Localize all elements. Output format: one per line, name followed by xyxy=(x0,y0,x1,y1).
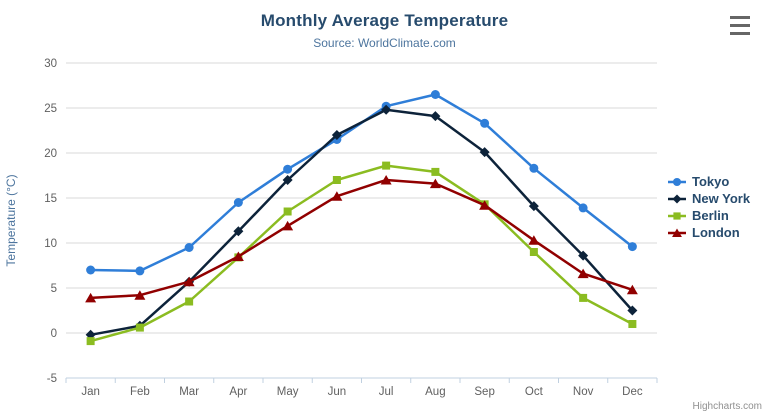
circle-marker xyxy=(627,242,637,252)
series-london[interactable] xyxy=(85,175,638,303)
hamburger-menu-icon xyxy=(730,16,750,19)
legend-label: London xyxy=(692,225,740,240)
diamond-marker xyxy=(233,226,244,237)
x-axis-label: Feb xyxy=(130,386,150,398)
x-axis-label: Aug xyxy=(425,386,445,398)
diamond-marker xyxy=(282,175,293,185)
legend-item-london[interactable]: London xyxy=(667,224,750,241)
legend-label: Berlin xyxy=(692,208,729,223)
circle-marker xyxy=(86,265,96,275)
y-axis-label: 15 xyxy=(44,193,57,205)
triangle-marker xyxy=(429,178,441,189)
diamond-marker xyxy=(672,194,682,203)
legend-symbol-diamond xyxy=(668,194,686,203)
square-marker xyxy=(628,320,637,328)
triangle-marker xyxy=(85,292,97,303)
y-axis-label: 20 xyxy=(44,148,57,160)
x-axis-label: Dec xyxy=(622,386,643,398)
series-new-york[interactable] xyxy=(85,104,638,340)
legend-item-tokyo[interactable]: Tokyo xyxy=(667,173,750,190)
x-axis-label: Oct xyxy=(525,386,544,398)
triangle-marker xyxy=(183,276,195,287)
square-marker xyxy=(185,297,194,306)
square-marker xyxy=(673,211,681,220)
square-marker xyxy=(283,207,292,216)
triangle-marker xyxy=(380,175,392,185)
y-axis-label: -5 xyxy=(47,373,57,385)
diamond-marker xyxy=(381,104,392,115)
triangle-marker xyxy=(626,284,638,295)
x-axis-label: Mar xyxy=(179,386,199,398)
triangle-marker xyxy=(577,268,589,279)
x-axis-label: Sep xyxy=(474,386,494,398)
x-axis-label: Jan xyxy=(81,386,100,398)
legend-symbol-triangle xyxy=(668,228,686,237)
series-line xyxy=(89,164,634,343)
square-marker xyxy=(529,248,538,256)
circle-marker xyxy=(135,266,145,276)
circle-marker xyxy=(184,243,194,252)
triangle-marker xyxy=(134,290,146,300)
series-line xyxy=(89,93,634,273)
circle-marker xyxy=(672,177,682,186)
triangle-marker xyxy=(528,235,540,245)
triangle-marker xyxy=(479,200,491,210)
circle-marker xyxy=(233,198,243,207)
square-marker xyxy=(332,176,341,184)
diamond-marker xyxy=(331,130,342,140)
x-axis-label: Apr xyxy=(229,386,247,398)
x-axis-label: Jun xyxy=(328,386,347,398)
square-marker xyxy=(86,337,95,346)
triangle-marker xyxy=(672,228,682,237)
legend-label: New York xyxy=(692,191,751,206)
chart-title: Monthly Average Temperature xyxy=(260,11,509,30)
legend-item-new-york[interactable]: New York xyxy=(667,190,750,207)
diamond-marker xyxy=(430,111,441,122)
y-axis-label: 30 xyxy=(44,58,57,70)
y-axis-label: 0 xyxy=(51,328,57,340)
legend-symbol-circle xyxy=(668,177,686,186)
circle-marker xyxy=(529,163,539,173)
x-axis-label: Nov xyxy=(573,386,594,398)
circle-marker xyxy=(283,164,293,174)
circle-marker xyxy=(480,118,490,128)
circle-marker xyxy=(430,90,440,99)
series-tokyo[interactable] xyxy=(86,90,637,276)
triangle-marker xyxy=(282,220,294,231)
highcharts-credit-link[interactable]: Highcharts.com xyxy=(692,401,762,412)
legend: Tokyo New York Berlin London xyxy=(667,173,750,241)
y-axis-label: 25 xyxy=(44,103,57,115)
x-axis-label: May xyxy=(277,386,299,398)
diamond-marker xyxy=(528,201,539,212)
square-marker xyxy=(135,323,144,332)
legend-symbol-square xyxy=(668,211,686,220)
square-marker xyxy=(382,161,391,170)
circle-marker xyxy=(578,203,588,213)
square-marker xyxy=(579,293,588,302)
legend-item-berlin[interactable]: Berlin xyxy=(667,207,750,224)
legend-label: Tokyo xyxy=(692,174,730,189)
series-line xyxy=(89,108,634,337)
triangle-marker xyxy=(331,191,343,201)
diamond-marker xyxy=(479,147,490,158)
diamond-marker xyxy=(578,250,589,261)
diamond-marker xyxy=(627,305,638,316)
y-axis-title: Temperature (°C) xyxy=(4,174,18,266)
y-axis-label: 5 xyxy=(51,283,57,295)
context-menu-button[interactable] xyxy=(730,16,750,35)
chart-subtitle: Source: WorldClimate.com xyxy=(313,36,456,50)
square-marker xyxy=(431,167,440,176)
y-axis-label: 10 xyxy=(44,238,57,250)
triangle-marker xyxy=(232,251,244,261)
x-axis-label: Jul xyxy=(379,386,394,398)
series-line xyxy=(89,178,634,300)
